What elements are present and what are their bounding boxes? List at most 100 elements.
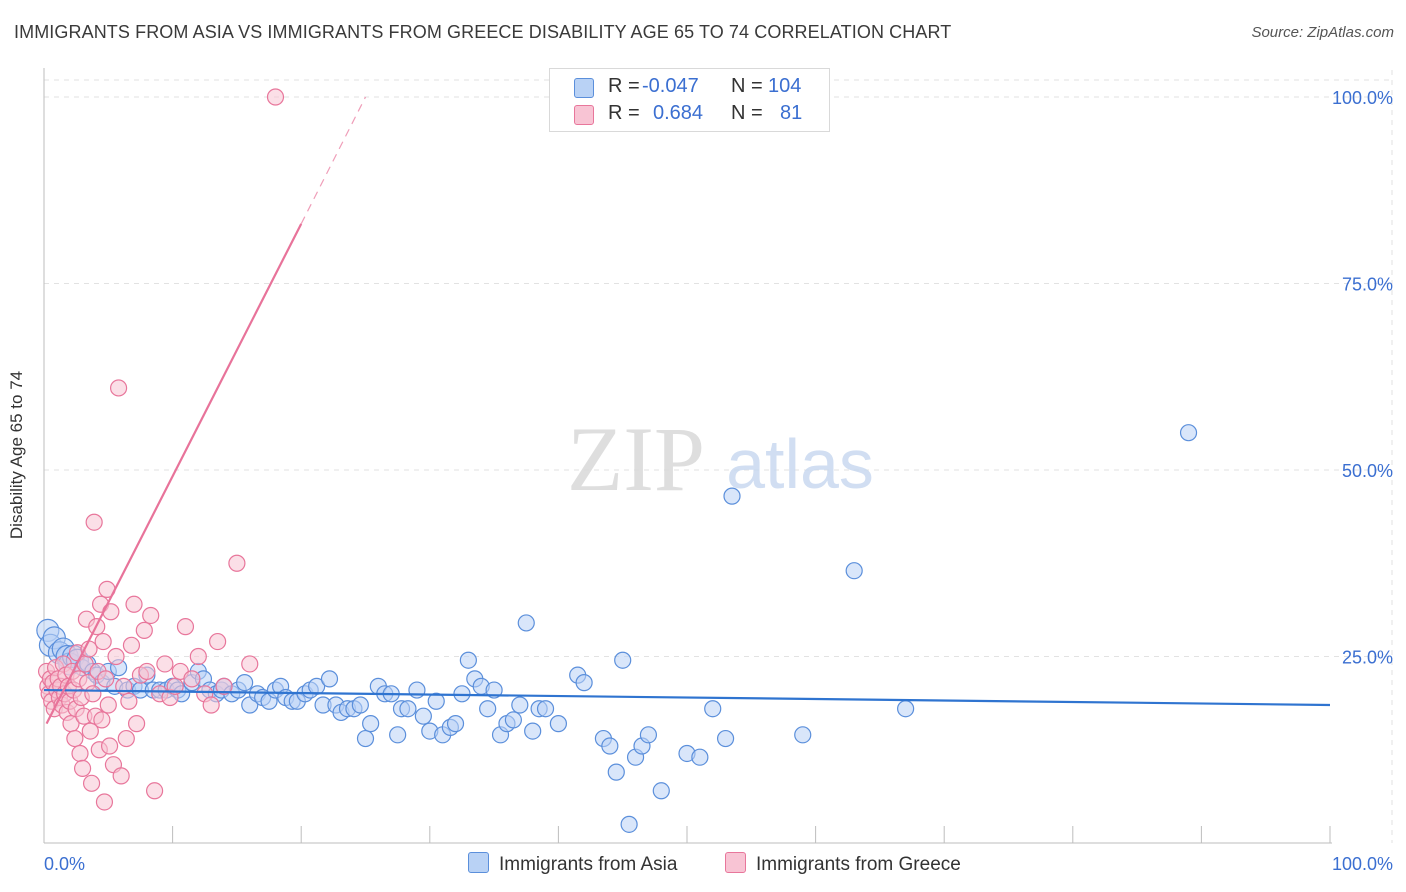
greece-point: [112, 767, 130, 785]
greece-point: [266, 88, 285, 106]
legend-swatch-greece: [574, 105, 594, 125]
bottom-legend-label-asia: Immigrants from Asia: [499, 854, 678, 875]
asia-point: [427, 692, 445, 710]
bottom-legend-greece: Immigrants from Greece: [725, 852, 961, 876]
greece-point: [176, 618, 195, 636]
trend-line-greece-extension: [300, 96, 367, 225]
greece-point: [99, 696, 117, 714]
asia-point: [414, 707, 432, 725]
greece-point: [94, 632, 112, 651]
greece-point: [97, 670, 115, 688]
asia-point: [794, 726, 812, 744]
asia-point: [517, 614, 535, 632]
legend-n-value-greece: 81: [780, 102, 803, 124]
greece-point: [209, 632, 227, 651]
correlation-legend: R = -0.047 N = 104 R = 0.684 N = 81: [549, 68, 830, 132]
trend-line-greece: [45, 223, 303, 725]
trend-line-asia: [43, 688, 1331, 707]
greece-point: [183, 670, 201, 688]
greece-point: [71, 744, 89, 763]
greece-point: [73, 759, 92, 778]
tick-labels: 25.0% 50.0% 75.0% 100.0% 0.0% 100.0%: [44, 88, 1393, 874]
asia-point: [408, 681, 426, 699]
greece-point: [85, 513, 103, 531]
asia-point: [536, 700, 555, 718]
gridlines: [44, 70, 1393, 843]
y-axis-label: Disability Age 65 to 74: [7, 370, 26, 540]
legend-n-value-asia: 104: [768, 75, 802, 97]
bottom-legend-label-greece: Immigrants from Greece: [756, 854, 961, 875]
greece-point: [215, 677, 233, 695]
legend-n-label: N =: [731, 75, 763, 97]
asia-point: [601, 737, 619, 755]
bottom-legend-asia: Immigrants from Asia: [468, 852, 677, 876]
greece-point: [228, 554, 246, 572]
legend-r-value-asia: -0.047: [642, 75, 699, 97]
chart-title: IMMIGRANTS FROM ASIA VS IMMIGRANTS FROM …: [14, 22, 952, 42]
asia-point: [459, 651, 477, 669]
greece-point: [202, 696, 220, 714]
greece-point: [145, 782, 164, 800]
watermark: ZIP atlas: [567, 408, 874, 510]
greece-point: [189, 647, 207, 666]
greece-point: [135, 621, 153, 639]
greece-point: [107, 647, 125, 666]
series-greece-points: [37, 88, 285, 811]
asia-point: [479, 700, 497, 718]
greece-point: [127, 715, 146, 733]
greece-point: [93, 711, 111, 729]
watermark-atlas: atlas: [726, 425, 874, 503]
greece-point: [241, 655, 259, 673]
y-tick-label: 50.0%: [1342, 461, 1393, 481]
legend-swatch-asia: [574, 78, 594, 98]
asia-point: [504, 711, 522, 729]
asia-point: [716, 729, 735, 748]
asia-point: [614, 651, 632, 669]
greece-point: [95, 793, 114, 811]
asia-point: [845, 562, 863, 580]
asia-point: [362, 715, 380, 733]
asia-point: [575, 674, 593, 692]
greece-point: [82, 774, 101, 792]
greece-point: [81, 722, 99, 740]
asia-point: [704, 700, 722, 718]
asia-point: [236, 674, 254, 692]
asia-point: [620, 815, 638, 833]
greece-point: [138, 662, 156, 681]
asia-point: [308, 677, 326, 695]
x-tick-label-max: 100.0%: [1332, 854, 1393, 874]
asia-point: [524, 722, 542, 740]
asia-point: [897, 700, 915, 718]
asia-point: [639, 726, 658, 744]
greece-point: [120, 692, 138, 710]
greece-point: [100, 737, 119, 755]
greece-point: [117, 729, 135, 748]
legend-n-label: N =: [731, 102, 763, 124]
y-tick-label: 100.0%: [1332, 88, 1393, 108]
asia-point: [389, 726, 407, 744]
y-tick-label: 75.0%: [1342, 275, 1393, 295]
bottom-legend-swatch-greece: [725, 852, 746, 873]
asia-point: [351, 696, 369, 714]
legend-r-value-greece: 0.684: [653, 102, 704, 124]
bottom-legend-swatch-asia: [468, 852, 489, 873]
greece-point: [142, 606, 160, 625]
asia-point: [320, 670, 339, 688]
greece-point: [156, 655, 174, 673]
asia-point: [356, 729, 375, 748]
greece-point: [84, 685, 102, 703]
source-credit: Source: ZipAtlas.com: [1251, 24, 1394, 41]
greece-point: [125, 595, 143, 613]
asia-point: [723, 487, 741, 505]
trend-lines: [43, 96, 1331, 725]
asia-point: [607, 763, 625, 781]
asia-point: [549, 715, 568, 733]
greece-point: [66, 729, 84, 748]
x-tick-label-min: 0.0%: [44, 854, 85, 874]
asia-point: [485, 681, 503, 699]
greece-point: [109, 379, 128, 397]
greece-point: [122, 636, 141, 654]
asia-point: [691, 748, 709, 766]
greece-point: [166, 677, 184, 695]
